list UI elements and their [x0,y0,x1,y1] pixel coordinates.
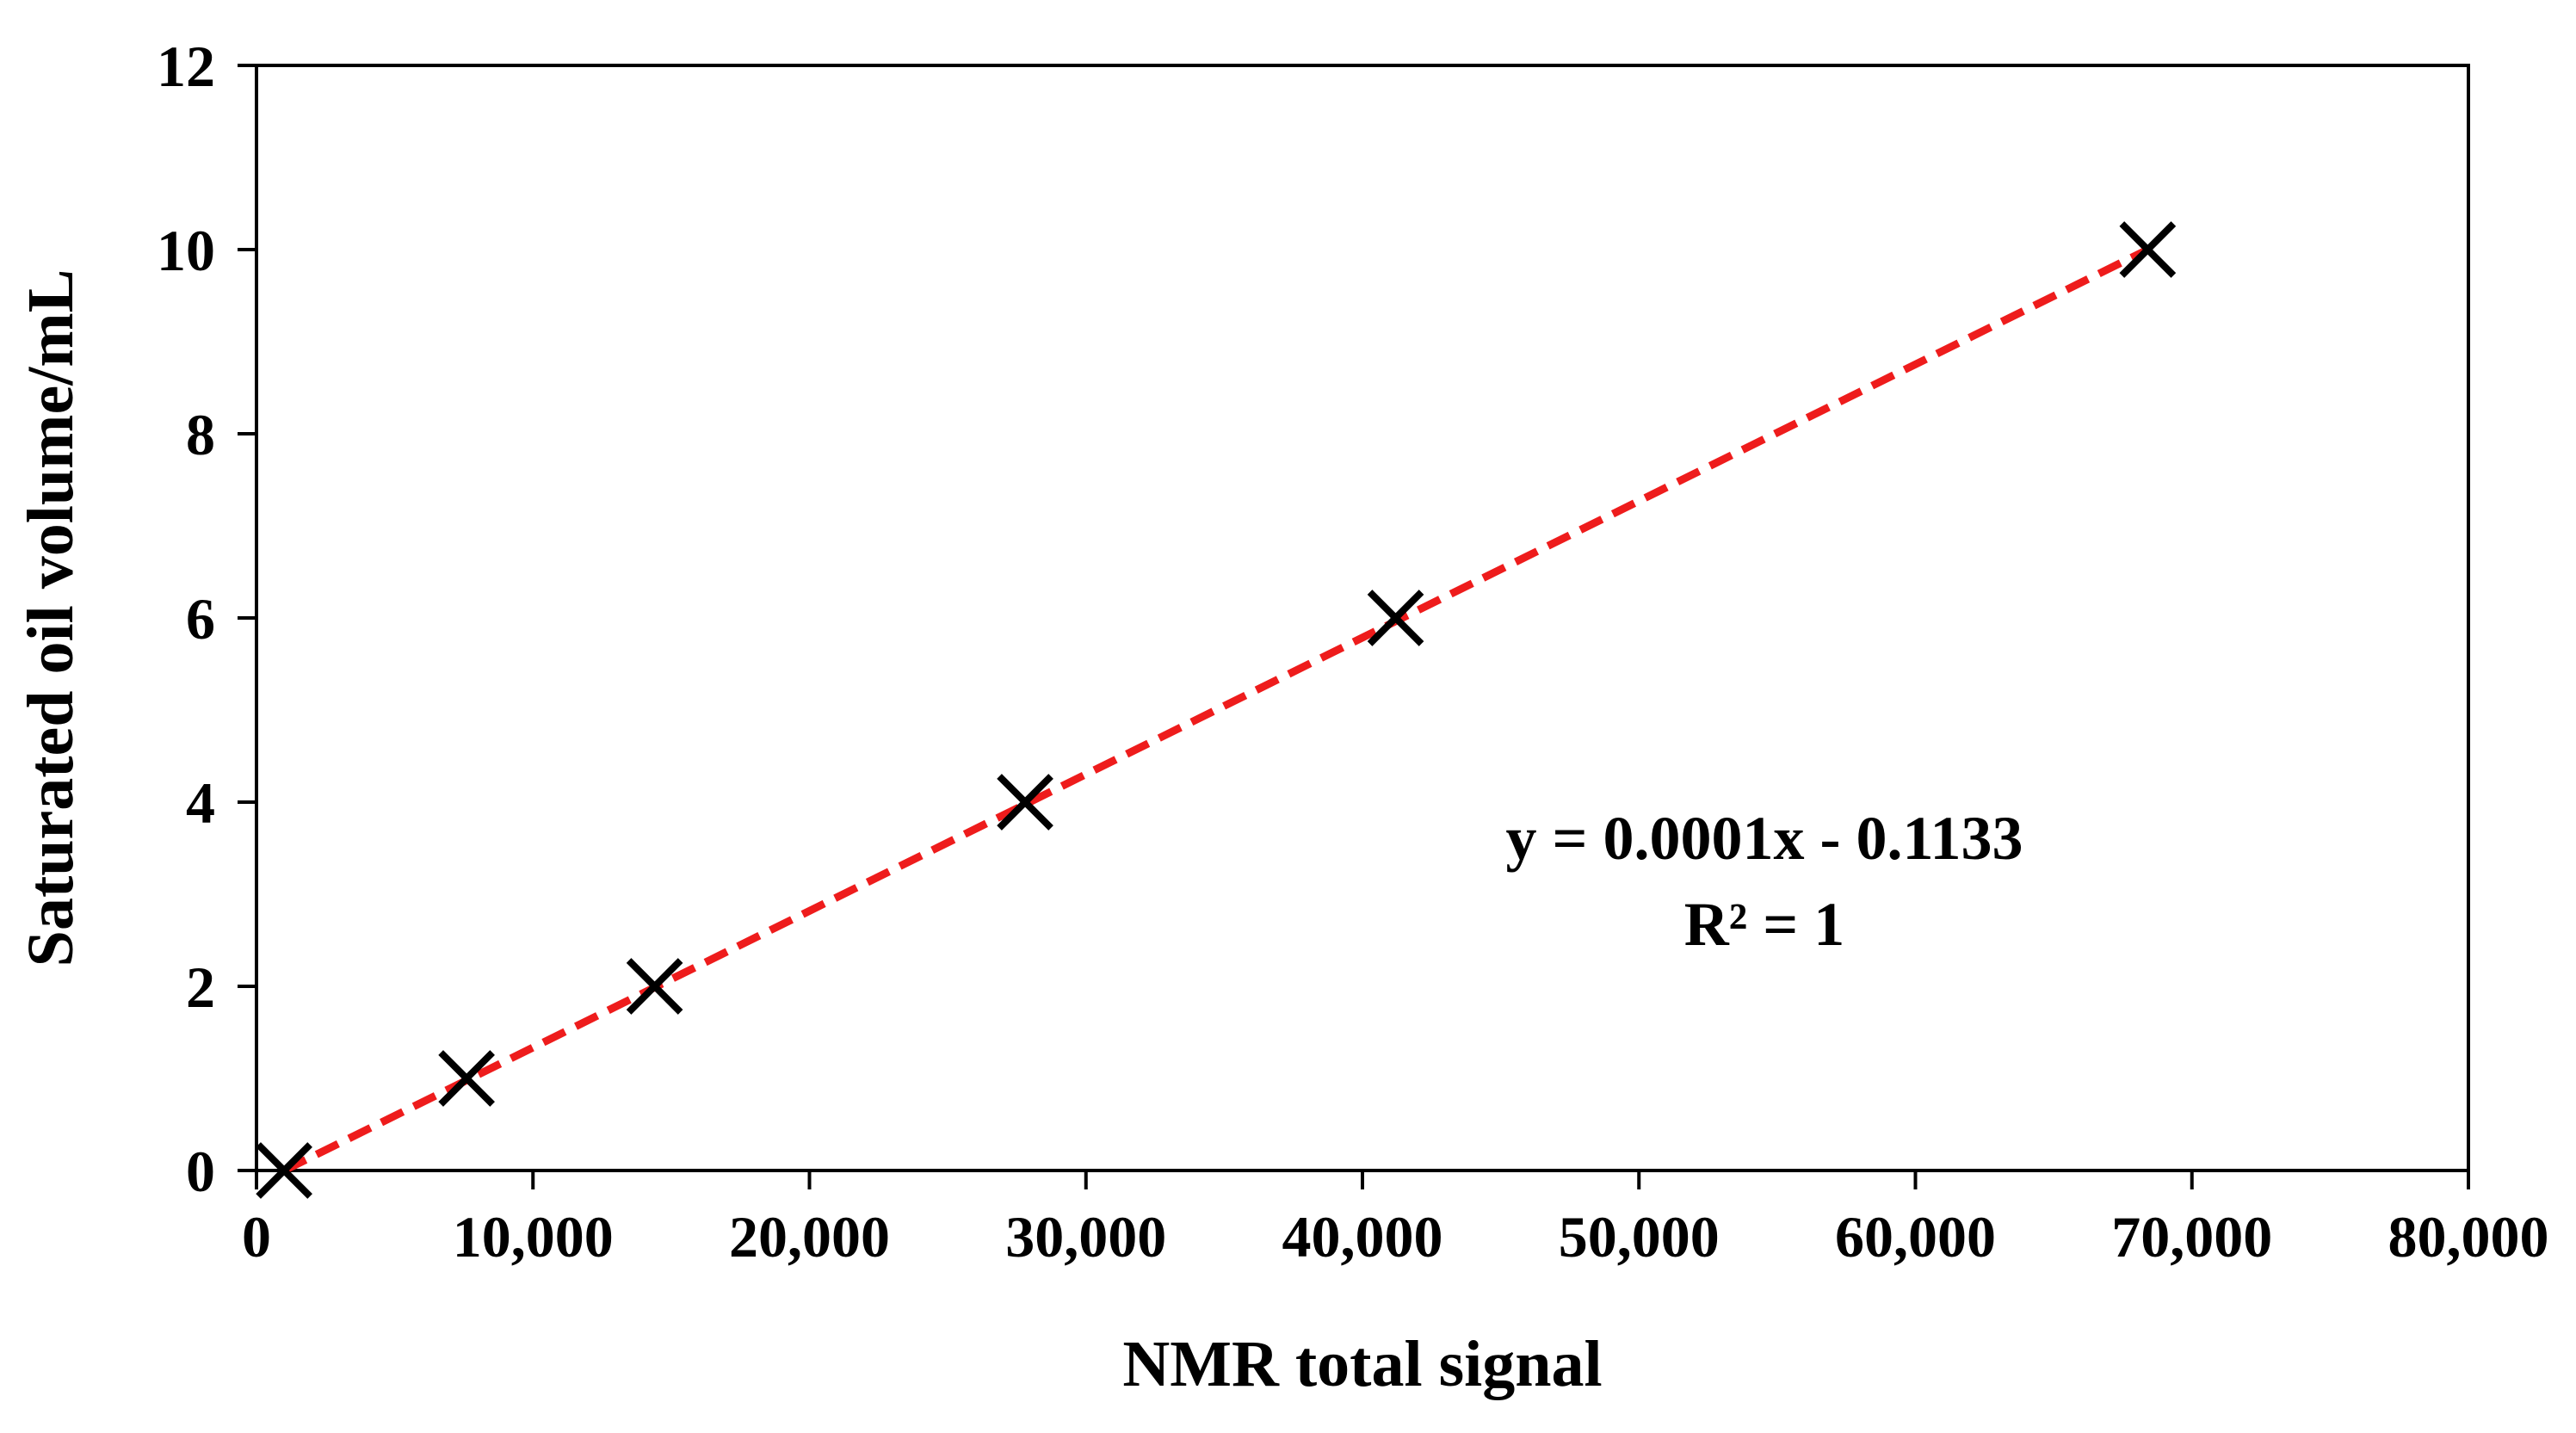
x-tick-label: 80,000 [2388,1204,2549,1269]
x-tick-label: 40,000 [1282,1204,1443,1269]
data-point [256,1142,312,1199]
y-tick-label: 8 [186,402,215,467]
data-point [2119,221,2177,278]
x-tick-label: 70,000 [2111,1204,2272,1269]
x-tick-label: 20,000 [729,1204,890,1269]
x-tick-label: 10,000 [453,1204,614,1269]
y-tick-label: 0 [186,1139,215,1204]
x-tick-label: 60,000 [1835,1204,1996,1269]
y-axis-ticks: 0 2 4 6 8 10 12 [157,34,256,1204]
trendline [282,245,2150,1175]
data-point [626,958,683,1015]
data-point [1367,590,1424,646]
x-tick-label: 50,000 [1559,1204,1720,1269]
y-tick-label: 4 [186,770,215,836]
x-axis-ticks: 0 10,000 20,000 30,000 40,000 50,000 60,000 70,… [242,1170,2549,1269]
y-tick-label: 12 [157,34,215,99]
x-axis-title: NMR total signal [1122,1328,1602,1400]
r-squared-label: R² = 1 [1684,890,1845,959]
y-tick-label: 6 [186,586,215,652]
data-point [438,1050,495,1107]
plot-area [255,64,2470,1172]
data-point [997,774,1053,831]
y-tick-label: 10 [157,218,215,283]
y-tick-label: 2 [186,954,215,1020]
data-points [256,221,2177,1199]
x-tick-label: 0 [242,1204,271,1269]
x-tick-label: 30,000 [1005,1204,1166,1269]
y-axis-title: Saturated oil volume/mL [15,269,87,967]
trendline-equation: y = 0.0001x - 0.1133 [1505,804,2023,873]
